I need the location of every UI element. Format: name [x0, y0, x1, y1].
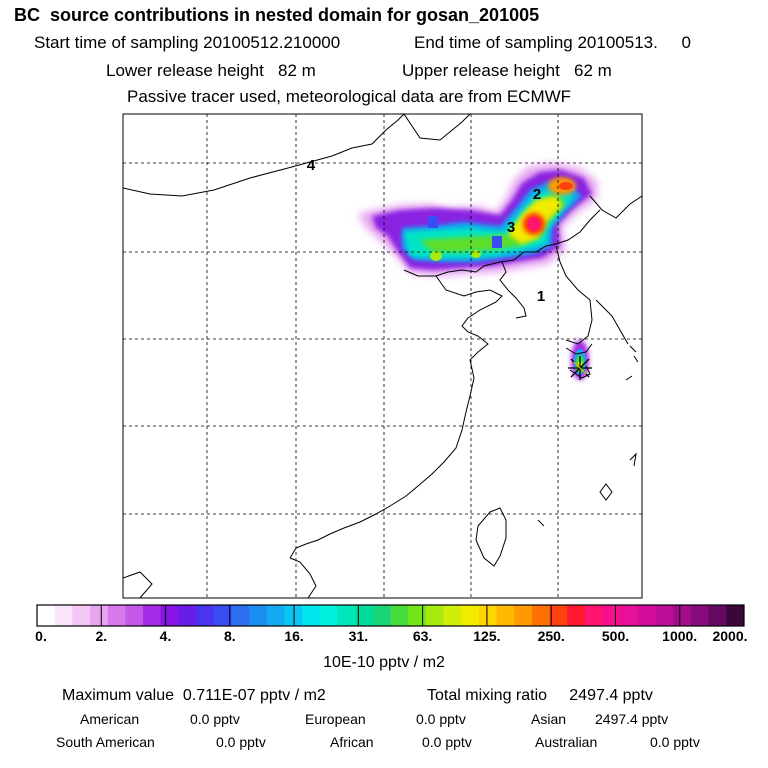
colorbar-swatch: [160, 605, 179, 626]
colorbar-swatch: [655, 605, 674, 626]
colorbar-swatch: [461, 605, 480, 626]
colorbar-swatch: [620, 605, 639, 626]
colorbar-tick-label: 31.: [348, 628, 369, 644]
asterisk-station-icon: [568, 356, 592, 380]
colorbar-swatch: [302, 605, 321, 626]
source-marker-3: 3: [507, 219, 515, 236]
colorbar-swatch: [266, 605, 285, 626]
colorbar-swatch: [478, 605, 498, 626]
colorbar-dividers: [100, 605, 681, 626]
colorbar-swatch: [125, 605, 144, 626]
colorbar-swatch: [337, 605, 356, 626]
colorbar-frame: [36, 604, 745, 627]
colorbar-swatch: [90, 605, 109, 626]
colorbar-swatch: [408, 605, 427, 626]
colorbar-tick-label: 2000.: [712, 628, 748, 644]
colorbar-swatch: [496, 605, 515, 626]
region-name-asian: Asian: [531, 711, 567, 727]
map-frame: [122, 113, 643, 599]
colorbar-swatch: [178, 605, 197, 626]
colorbar-tick-label: 250.: [537, 628, 565, 644]
colorbar-swatch: [355, 605, 374, 626]
colorbar-swatch: [531, 605, 551, 626]
colorbar-swatch: [602, 605, 621, 626]
colorbar-tick-label: 16.: [284, 628, 304, 644]
region-name-african: African: [330, 734, 374, 750]
colorbar-swatch: [567, 605, 586, 626]
colorbar-swatch: [72, 605, 91, 626]
lower-release-height: Lower release height 82 m: [106, 61, 316, 80]
colorbar-swatch: [584, 605, 604, 626]
source-marker-1: 1: [537, 288, 545, 305]
colorbar-swatch: [708, 605, 727, 626]
colorbar-swatch: [213, 605, 232, 626]
colorbar-tick-label: 0.: [35, 628, 47, 644]
colorbar-unit-label: 10E-10 pptv / m2: [323, 654, 445, 671]
region-name-australian: Australian: [535, 734, 598, 750]
colorbar-tick-label: 8.: [223, 628, 236, 644]
colorbar-swatch: [249, 605, 268, 626]
colorbar-tick-label: 2.: [95, 628, 108, 644]
colorbar-swatch: [549, 605, 568, 626]
colorbar-tick-label: 125.: [473, 628, 501, 644]
region-value-asian: 2497.4 pptv: [595, 711, 669, 727]
map-area: 1 2 3 4: [123, 114, 642, 598]
map-title: BC source contributions in nested domain…: [14, 5, 540, 25]
colorbar-swatch: [196, 605, 215, 626]
colorbar-tick-label: 63.: [412, 628, 433, 644]
colorbar-tick-label: 500.: [601, 628, 630, 644]
colorbar-swatch: [143, 605, 162, 626]
colorbar-swatch: [673, 605, 692, 626]
region-name-south-american: South American: [56, 734, 155, 750]
start-time-label: Start time of sampling 20100512.210000: [34, 33, 341, 52]
colorbar-swatch: [514, 605, 533, 626]
colorbar: [37, 605, 745, 626]
region-name-european: European: [305, 711, 366, 727]
region-value-south-american: 0.0 pptv: [216, 734, 266, 750]
colorbar-swatch: [443, 605, 462, 626]
source-marker-2: 2: [533, 186, 541, 203]
region-name-american: American: [80, 711, 140, 727]
colorbar-tick-label: 1000.: [662, 628, 698, 644]
colorbar-swatch: [390, 605, 409, 626]
colorbar-swatch: [425, 605, 445, 626]
colorbar-swatch: [231, 605, 250, 626]
region-value-australian: 0.0 pptv: [650, 734, 700, 750]
plume-field: [358, 163, 598, 380]
lat-lon-grid: [123, 114, 642, 598]
upper-release-height: Upper release height 62 m: [402, 61, 612, 80]
end-time-label: End time of sampling 20100513. 0: [414, 33, 691, 52]
total-mixing-ratio: Total mixing ratio 2497.4 pptv: [427, 687, 653, 704]
colorbar-swatch: [37, 605, 56, 626]
colorbar-swatch: [284, 605, 303, 626]
region-value-african: 0.0 pptv: [422, 734, 472, 750]
colorbar-swatch: [319, 605, 338, 626]
max-value-label: Maximum value 0.711E-07 pptv / m2: [62, 687, 326, 704]
coastlines: [123, 114, 642, 598]
tracer-note: Passive tracer used, meteorological data…: [127, 87, 572, 106]
region-value-european: 0.0 pptv: [416, 711, 466, 727]
colorbar-swatch: [54, 605, 73, 626]
colorbar-swatch: [637, 605, 657, 626]
colorbar-tick-label: 4.: [159, 628, 172, 644]
colorbar-swatch: [372, 605, 391, 626]
region-value-american: 0.0 pptv: [190, 711, 240, 727]
colorbar-swatch: [690, 605, 710, 626]
colorbar-swatch: [107, 605, 126, 626]
source-marker-4: 4: [307, 157, 316, 174]
colorbar-swatch: [726, 605, 745, 626]
